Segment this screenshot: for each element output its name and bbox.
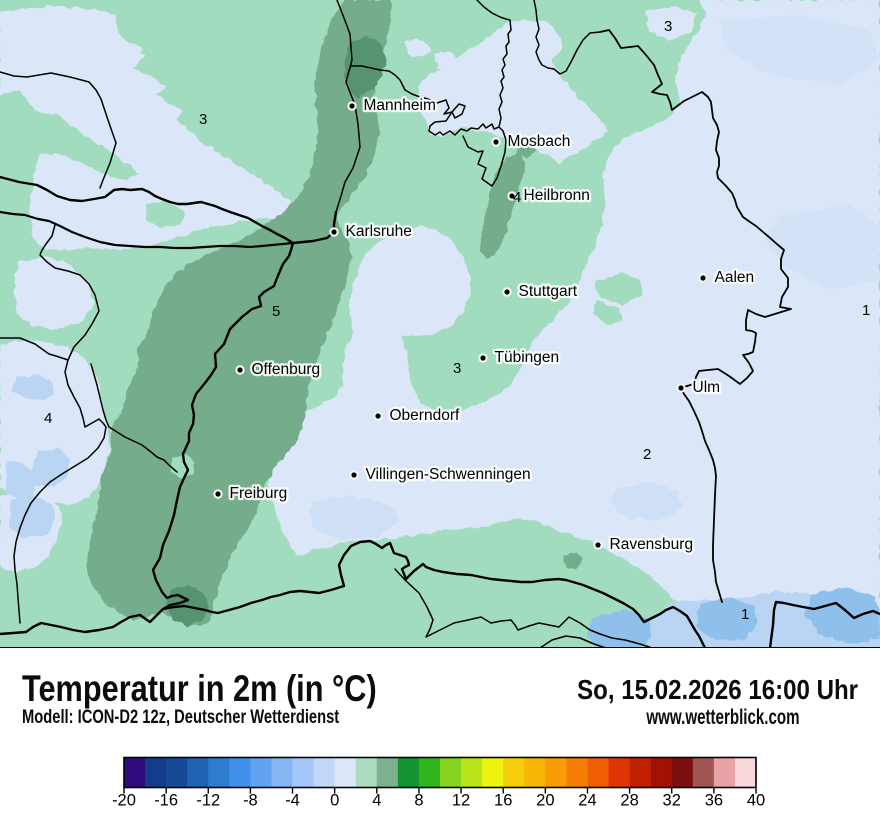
svg-text:-4: -4 [285, 792, 300, 810]
svg-text:16: 16 [494, 792, 512, 810]
svg-text:12: 12 [452, 792, 470, 810]
svg-text:Aalen: Aalen [715, 269, 755, 286]
svg-text:Oberndorf: Oberndorf [390, 407, 460, 424]
svg-text:Heilbronn: Heilbronn [524, 187, 590, 204]
svg-text:Ulm: Ulm [693, 379, 721, 396]
svg-text:4: 4 [44, 410, 52, 427]
svg-text:Tübingen: Tübingen [495, 349, 560, 366]
svg-text:-8: -8 [243, 792, 258, 810]
svg-text:3: 3 [664, 18, 672, 35]
svg-text:3: 3 [199, 111, 207, 128]
svg-text:Offenburg: Offenburg [252, 361, 321, 378]
svg-text:8: 8 [414, 792, 423, 810]
svg-text:Mosbach: Mosbach [508, 133, 571, 150]
svg-text:-16: -16 [154, 792, 178, 810]
svg-text:Mosbach: Mosbach [508, 133, 571, 150]
svg-text:4: 4 [372, 792, 381, 810]
svg-text:-20: -20 [112, 792, 136, 810]
svg-text:Heilbronn: Heilbronn [524, 187, 590, 204]
svg-text:3: 3 [453, 360, 461, 377]
svg-text:Aalen: Aalen [715, 269, 755, 286]
svg-text:Freiburg: Freiburg [230, 485, 288, 502]
svg-text:40: 40 [747, 792, 765, 810]
svg-text:1: 1 [862, 302, 870, 319]
svg-text:Karlsruhe: Karlsruhe [346, 223, 412, 240]
svg-text:Oberndorf: Oberndorf [390, 407, 460, 424]
svg-text:Stuttgart: Stuttgart [519, 283, 578, 300]
svg-text:Mannheim: Mannheim [364, 97, 436, 114]
svg-text:Tübingen: Tübingen [495, 349, 560, 366]
svg-text:1: 1 [741, 606, 749, 623]
svg-text:Stuttgart: Stuttgart [519, 283, 578, 300]
svg-text:Karlsruhe: Karlsruhe [346, 223, 412, 240]
svg-text:Villingen-Schwenningen: Villingen-Schwenningen [366, 466, 531, 483]
svg-text:5: 5 [272, 303, 280, 320]
svg-text:0: 0 [330, 792, 339, 810]
svg-text:20: 20 [536, 792, 554, 810]
svg-text:Villingen-Schwenningen: Villingen-Schwenningen [366, 466, 531, 483]
svg-text:Ravensburg: Ravensburg [610, 536, 694, 553]
svg-text:32: 32 [663, 792, 681, 810]
svg-text:Ravensburg: Ravensburg [610, 536, 694, 553]
svg-text:Ulm: Ulm [693, 379, 721, 396]
svg-text:2: 2 [643, 446, 651, 463]
svg-text:Offenburg: Offenburg [252, 361, 321, 378]
svg-text:-12: -12 [196, 792, 220, 810]
svg-text:24: 24 [578, 792, 596, 810]
svg-text:Freiburg: Freiburg [230, 485, 288, 502]
svg-text:Mannheim: Mannheim [364, 97, 436, 114]
svg-text:4: 4 [513, 189, 521, 206]
svg-text:28: 28 [620, 792, 638, 810]
svg-text:36: 36 [705, 792, 723, 810]
